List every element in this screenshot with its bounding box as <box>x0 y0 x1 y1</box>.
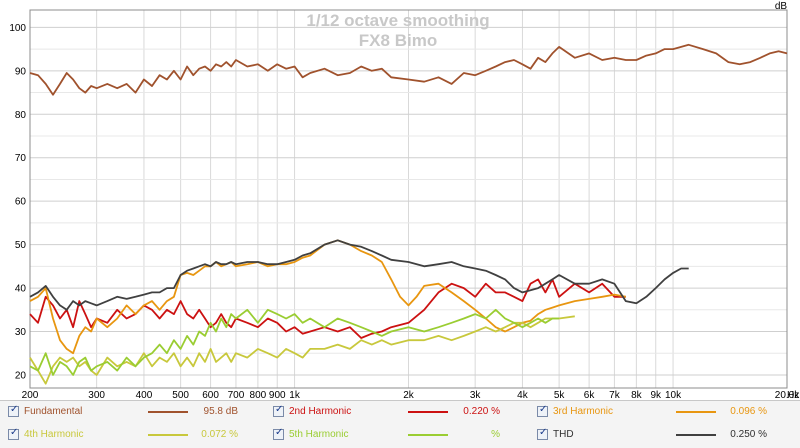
legend-label-2nd-harmonic: 2nd Harmonic <box>289 406 352 417</box>
x-tick-label: 7k <box>609 390 621 400</box>
x-tick-label: 1k <box>289 390 301 400</box>
tick-labels: 200 300 400 500 600 700 800 900 1k 2k 3k 4k 5k 6k 7k 8k… <box>9 23 800 400</box>
chart: 1/12 octave smoothing FX8 Bimo dB Hz 200… <box>9 1 800 400</box>
x-tick-label: 8k <box>631 390 643 400</box>
legend-item-fundamental: Fundamental 95.8 dB <box>0 402 270 424</box>
series-lines <box>29 43 788 385</box>
checkbox-4th-harmonic[interactable] <box>8 427 19 440</box>
series-line-thd <box>29 239 689 311</box>
y-tick-label: 30 <box>15 327 27 338</box>
checkbox-fundamental[interactable] <box>8 404 19 417</box>
legend-label-4th-harmonic: 4th Harmonic <box>24 429 84 440</box>
series-line-4th-harmonic <box>29 315 575 385</box>
x-tick-label: 700 <box>228 390 245 400</box>
checkbox-thd[interactable] <box>537 427 548 440</box>
x-tick-label: 10k <box>665 390 682 400</box>
checkbox-5th-harmonic[interactable] <box>273 427 284 440</box>
chart-subtitle: FX8 Bimo <box>359 31 437 50</box>
x-tick-label: 20.0k <box>775 390 800 400</box>
x-tick-label: 5k <box>554 390 566 400</box>
y-tick-label: 40 <box>15 284 27 295</box>
legend-panel: Fundamental 95.8 dB 2nd Harmonic 0.220 %… <box>0 400 800 448</box>
series-line-2nd-harmonic <box>29 278 626 339</box>
plot-area: 1/12 octave smoothing FX8 Bimo dB Hz 200… <box>9 1 800 400</box>
series-line-5th-harmonic <box>29 308 560 376</box>
x-tick-label: 300 <box>88 390 105 400</box>
legend-row-2: 4th Harmonic 0.072 % 5th Harmonic % THD … <box>0 425 800 447</box>
legend-swatch-fundamental <box>148 411 188 413</box>
checkbox-3rd-harmonic[interactable] <box>537 404 548 417</box>
x-tick-label: 6k <box>584 390 596 400</box>
legend-label-5th-harmonic: 5th Harmonic <box>289 429 349 440</box>
legend-swatch-5th-harmonic <box>408 434 448 436</box>
x-axis-unit-label: Hz <box>787 390 799 400</box>
y-tick-label: 50 <box>15 240 27 251</box>
x-tick-label: 600 <box>202 390 219 400</box>
checkbox-2nd-harmonic[interactable] <box>273 404 284 417</box>
grid <box>29 10 788 388</box>
legend-value-2nd-harmonic: 0.220 % <box>463 406 500 417</box>
x-tick-label: 9k <box>650 390 662 400</box>
x-tick-label: 2k <box>403 390 415 400</box>
y-tick-label: 90 <box>15 66 27 77</box>
legend-item-3rd-harmonic: 3rd Harmonic 0.096 % <box>529 402 794 424</box>
x-tick-label: 800 <box>250 390 267 400</box>
chart-title: 1/12 octave smoothing <box>306 11 489 30</box>
y-axis-unit-label: dB <box>775 1 788 12</box>
legend-swatch-3rd-harmonic <box>676 411 716 413</box>
y-tick-label: 100 <box>9 23 26 34</box>
legend-value-5th-harmonic: % <box>491 429 500 440</box>
legend-label-thd: THD <box>553 429 574 440</box>
series-line-fundamental <box>29 43 788 96</box>
legend-swatch-thd <box>676 434 716 436</box>
legend-swatch-2nd-harmonic <box>408 411 448 413</box>
legend-label-3rd-harmonic: 3rd Harmonic <box>553 406 614 417</box>
y-tick-label: 70 <box>15 153 27 164</box>
y-tick-label: 60 <box>15 197 27 208</box>
legend-label-fundamental: Fundamental <box>24 406 83 417</box>
y-tick-label: 80 <box>15 110 27 121</box>
legend-row-1: Fundamental 95.8 dB 2nd Harmonic 0.220 %… <box>0 402 800 424</box>
legend-value-fundamental: 95.8 dB <box>203 406 238 417</box>
legend-value-thd: 0.250 % <box>730 429 767 440</box>
x-tick-label: 400 <box>136 390 153 400</box>
legend-value-4th-harmonic: 0.072 % <box>201 429 238 440</box>
legend-item-4th-harmonic: 4th Harmonic 0.072 % <box>0 425 270 447</box>
y-tick-label: 20 <box>15 370 27 381</box>
legend-value-3rd-harmonic: 0.096 % <box>730 406 767 417</box>
legend-item-thd: THD 0.250 % <box>529 425 794 447</box>
x-tick-label: 500 <box>172 390 189 400</box>
legend-item-2nd-harmonic: 2nd Harmonic 0.220 % <box>265 402 530 424</box>
legend-swatch-4th-harmonic <box>148 434 188 436</box>
x-tick-label: 900 <box>269 390 286 400</box>
x-tick-label: 200 <box>22 390 39 400</box>
plot-frame <box>29 9 788 389</box>
x-tick-label: 3k <box>470 390 482 400</box>
x-tick-label: 4k <box>517 390 529 400</box>
legend-item-5th-harmonic: 5th Harmonic % <box>265 425 530 447</box>
